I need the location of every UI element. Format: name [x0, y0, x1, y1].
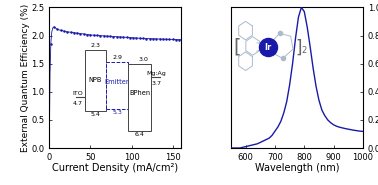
- X-axis label: Wavelength (nm): Wavelength (nm): [255, 163, 339, 173]
- X-axis label: Current Density (mA/cm²): Current Density (mA/cm²): [52, 163, 178, 173]
- Y-axis label: External Quantum Efficiency (%): External Quantum Efficiency (%): [21, 4, 30, 152]
